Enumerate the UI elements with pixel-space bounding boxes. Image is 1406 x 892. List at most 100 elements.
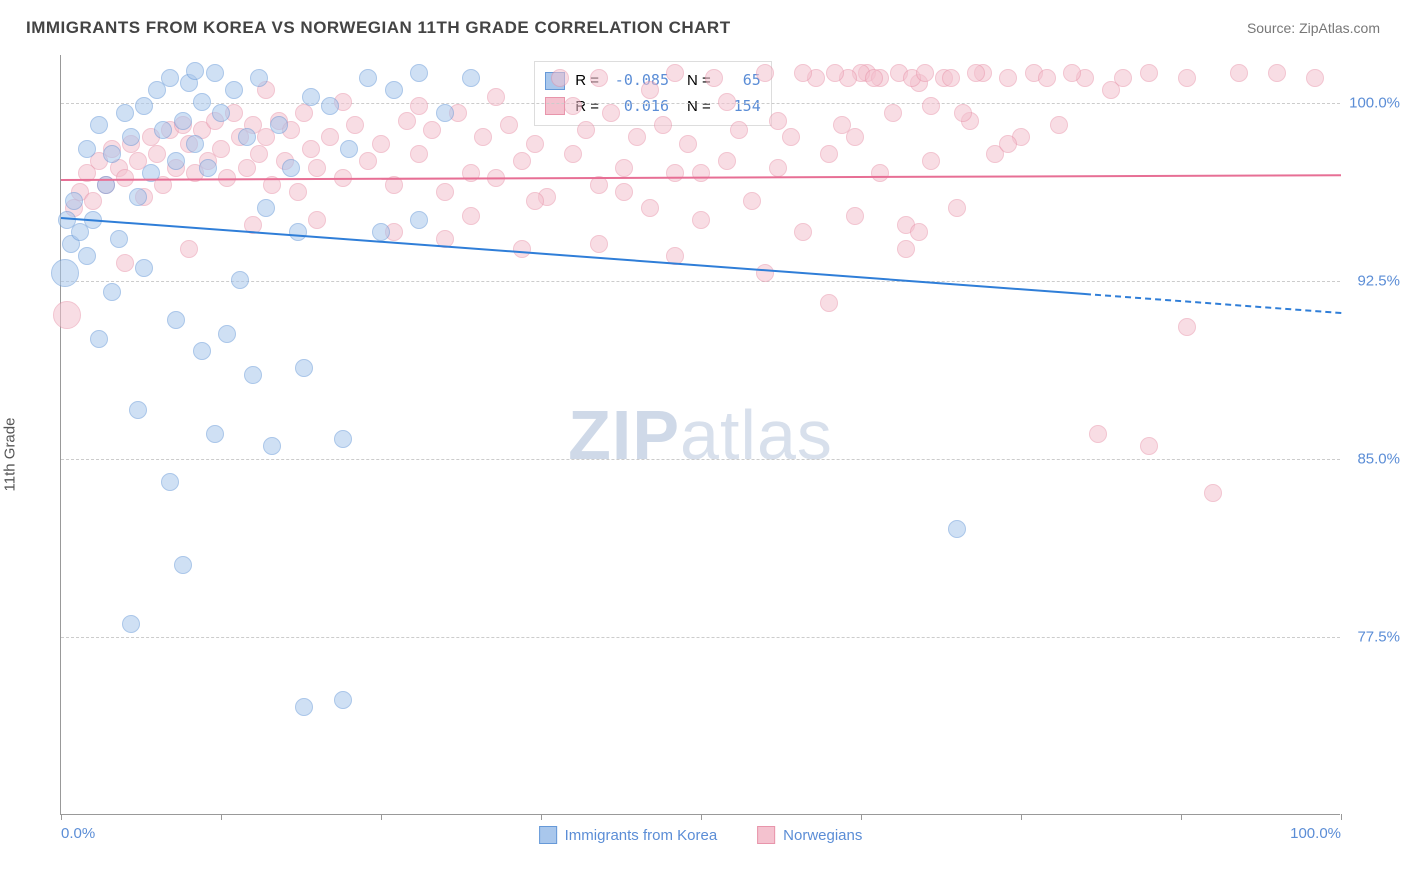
data-point (90, 116, 108, 134)
swatch-norwegians (757, 826, 775, 844)
data-point (820, 145, 838, 163)
stats-swatch (545, 97, 565, 115)
data-point (308, 211, 326, 229)
watermark: ZIPatlas (568, 395, 833, 475)
legend-label-norwegians: Norwegians (783, 827, 862, 844)
data-point (756, 264, 774, 282)
x-tick (1181, 814, 1182, 820)
regression-line (61, 217, 1085, 295)
data-point (1140, 437, 1158, 455)
data-point (346, 116, 364, 134)
data-point (186, 135, 204, 153)
y-tick-label: 85.0% (1345, 450, 1400, 467)
data-point (167, 152, 185, 170)
swatch-korea (539, 826, 557, 844)
data-point (948, 199, 966, 217)
data-point (51, 259, 79, 287)
data-point (999, 69, 1017, 87)
data-point (250, 69, 268, 87)
data-point (1140, 64, 1158, 82)
data-point (1114, 69, 1132, 87)
data-point (174, 556, 192, 574)
data-point (897, 240, 915, 258)
data-point (410, 145, 428, 163)
data-point (846, 128, 864, 146)
data-point (340, 140, 358, 158)
data-point (289, 183, 307, 201)
data-point (334, 430, 352, 448)
data-point (1268, 64, 1286, 82)
data-point (116, 104, 134, 122)
data-point (84, 192, 102, 210)
data-point (577, 121, 595, 139)
data-point (161, 473, 179, 491)
x-tick (861, 814, 862, 820)
data-point (212, 104, 230, 122)
data-point (942, 69, 960, 87)
data-point (167, 311, 185, 329)
data-point (513, 152, 531, 170)
data-point (385, 81, 403, 99)
data-point (948, 520, 966, 538)
x-tick (701, 814, 702, 820)
data-point (359, 69, 377, 87)
data-point (372, 135, 390, 153)
data-point (308, 159, 326, 177)
data-point (410, 211, 428, 229)
data-point (263, 437, 281, 455)
data-point (90, 330, 108, 348)
gridline (61, 637, 1340, 638)
data-point (1306, 69, 1324, 87)
gridline (61, 281, 1340, 282)
data-point (238, 128, 256, 146)
plot-area: ZIPatlas R =-0.085N =65R =0.016N =154 Im… (60, 55, 1340, 815)
legend-item-norwegians: Norwegians (757, 826, 862, 844)
data-point (602, 104, 620, 122)
data-point (334, 691, 352, 709)
data-point (410, 97, 428, 115)
data-point (1178, 69, 1196, 87)
data-point (756, 64, 774, 82)
data-point (359, 152, 377, 170)
data-point (666, 64, 684, 82)
data-point (474, 128, 492, 146)
data-point (122, 615, 140, 633)
data-point (551, 69, 569, 87)
data-point (225, 81, 243, 99)
data-point (743, 192, 761, 210)
data-point (1178, 318, 1196, 336)
data-point (782, 128, 800, 146)
data-point (999, 135, 1017, 153)
data-point (206, 64, 224, 82)
data-point (628, 128, 646, 146)
data-point (865, 69, 883, 87)
data-point (238, 159, 256, 177)
data-point (769, 159, 787, 177)
data-point (129, 401, 147, 419)
data-point (321, 128, 339, 146)
data-point (462, 207, 480, 225)
data-point (884, 104, 902, 122)
legend-item-korea: Immigrants from Korea (539, 826, 718, 844)
data-point (692, 164, 710, 182)
bottom-legend: Immigrants from Korea Norwegians (539, 826, 863, 844)
data-point (321, 97, 339, 115)
y-tick-label: 77.5% (1345, 628, 1400, 645)
data-point (641, 199, 659, 217)
data-point (794, 64, 812, 82)
stats-n-label: N = (687, 94, 711, 120)
data-point (1089, 425, 1107, 443)
data-point (257, 199, 275, 217)
data-point (526, 192, 544, 210)
data-point (231, 271, 249, 289)
legend-label-korea: Immigrants from Korea (565, 827, 718, 844)
x-tick (381, 814, 382, 820)
data-point (135, 259, 153, 277)
data-point (218, 325, 236, 343)
x-tick-label: 100.0% (1290, 825, 1341, 842)
data-point (295, 359, 313, 377)
data-point (193, 342, 211, 360)
watermark-bold: ZIP (568, 396, 680, 474)
gridline (61, 103, 1340, 104)
data-point (53, 301, 81, 329)
